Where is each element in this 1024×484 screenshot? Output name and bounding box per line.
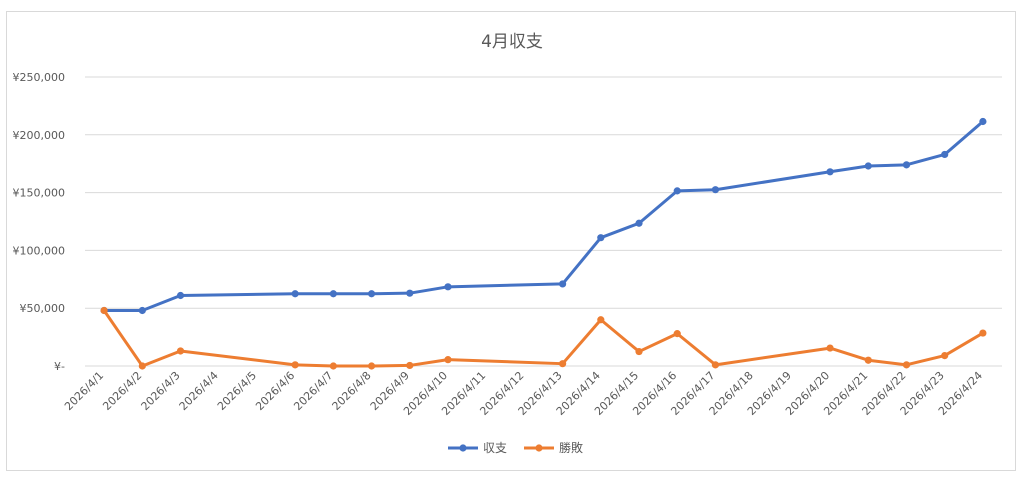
chart-frame: 4月収支 ¥- ¥50,000 ¥100,000 ¥150,000 ¥200,000 ¥2… (6, 11, 1016, 471)
data-point (138, 306, 146, 315)
data-point (176, 347, 185, 355)
data-point (138, 362, 146, 370)
y-tick-label: ¥150,000 (13, 187, 66, 200)
data-point (406, 289, 414, 297)
chart-title: 4月収支 (481, 32, 543, 52)
x-tick-label: 2026/4/3 (139, 369, 183, 413)
data-point (864, 356, 872, 364)
data-point (176, 291, 185, 300)
data-point (291, 290, 299, 298)
data-point (673, 330, 681, 338)
x-tick-label: 2026/4/6 (253, 369, 297, 413)
data-point (635, 347, 643, 356)
data-point (941, 150, 949, 159)
y-tick-label: ¥200,000 (13, 129, 66, 142)
y-tick-label: ¥50,000 (20, 302, 66, 315)
y-tick-label: ¥250,000 (13, 71, 66, 84)
data-point (444, 356, 452, 364)
data-point (902, 361, 911, 369)
x-tick-label: 2026/4/7 (291, 369, 335, 413)
data-point (673, 187, 681, 195)
legend: 収支 勝敗 (448, 440, 583, 455)
data-point (597, 234, 605, 242)
data-point (864, 162, 872, 170)
series-line-1 (102, 120, 985, 313)
data-point (635, 219, 643, 227)
data-point (826, 168, 834, 176)
x-tick-label: 2026/4/8 (330, 369, 374, 413)
data-point (902, 161, 911, 169)
line-chart: 4月収支 ¥- ¥50,000 ¥100,000 ¥150,000 ¥200,000 ¥2… (13, 32, 1002, 455)
data-point (100, 306, 108, 315)
data-point (597, 316, 605, 324)
legend-swatch-marker (459, 444, 467, 452)
legend-label: 収支 (483, 441, 507, 455)
data-point (291, 361, 299, 369)
data-point (979, 329, 987, 337)
data-point (367, 290, 376, 298)
x-tick-label: 2026/4/4 (177, 369, 221, 413)
data-point (406, 361, 414, 370)
data-point (979, 117, 987, 126)
x-tick-label: 2026/4/5 (215, 369, 259, 413)
data-point (826, 344, 834, 352)
y-tick-label: ¥- (54, 360, 65, 373)
data-point (559, 360, 567, 368)
data-point (329, 362, 337, 370)
legend-label: 勝敗 (559, 440, 583, 455)
legend-swatch-marker (535, 444, 543, 452)
data-point (941, 351, 949, 360)
data-point (559, 280, 567, 288)
x-tick-label: 2026/4/2 (100, 369, 144, 413)
data-point (711, 361, 720, 369)
x-tick-label: 2026/4/1 (62, 369, 106, 413)
data-point (711, 186, 720, 194)
data-point (329, 290, 337, 298)
series-line-2 (102, 309, 985, 368)
data-point (367, 362, 376, 370)
data-point (444, 283, 452, 291)
y-tick-label: ¥100,000 (13, 244, 66, 257)
